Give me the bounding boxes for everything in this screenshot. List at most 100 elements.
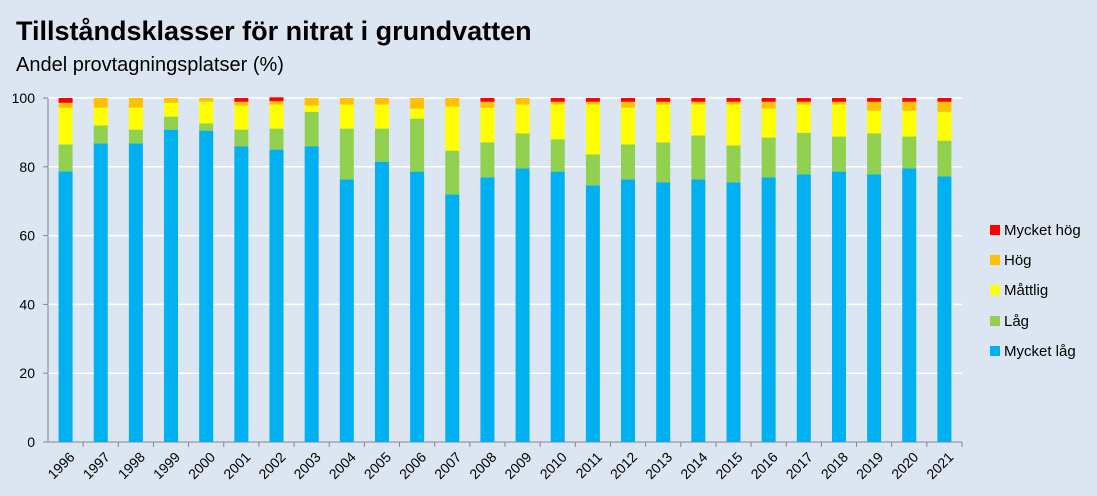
legend-label: Mycket låg	[1004, 343, 1076, 360]
bar-mycket-låg-2016	[761, 177, 776, 443]
bar-hög-2008	[480, 101, 495, 108]
bar-mycket-låg-2019	[867, 174, 882, 443]
x-tick-label: 2016	[747, 449, 780, 482]
bar-hög-2009	[515, 98, 530, 105]
x-tick-label: 1999	[150, 449, 183, 482]
bar-måttlig-2017	[796, 104, 811, 133]
bar-mycket-låg-2007	[445, 194, 460, 442]
bar-låg-2016	[761, 137, 776, 178]
bar-mycket-hög-2021	[937, 98, 952, 102]
chart-title: Tillståndsklasser för nitrat i grundvatt…	[16, 16, 532, 46]
bar-mycket-låg-2011	[585, 185, 600, 442]
bar-låg-2009	[515, 133, 530, 169]
bar-mycket-låg-2014	[691, 179, 706, 442]
bar-låg-1997	[93, 125, 108, 144]
bar-måttlig-2020	[902, 110, 917, 137]
bar-mycket-hög-2011	[585, 98, 600, 102]
legend-swatch	[990, 316, 1000, 326]
bar-hög-2012	[621, 101, 636, 108]
bar-mycket-låg-2000	[199, 130, 214, 442]
x-tick-label: 2013	[642, 449, 675, 482]
x-tick-label: 2017	[783, 449, 816, 482]
bar-låg-2015	[726, 145, 741, 183]
x-tick-label: 2012	[607, 449, 640, 482]
x-tick-label: 2003	[290, 449, 323, 482]
bar-måttlig-2002	[269, 104, 284, 129]
x-tick-label: 2011	[572, 449, 605, 482]
legend-swatch	[990, 346, 1000, 356]
bar-måttlig-2008	[480, 107, 495, 143]
bar-hög-2019	[867, 101, 882, 111]
x-tick-label: 1996	[44, 449, 77, 482]
bar-låg-2002	[269, 128, 284, 150]
bar-låg-2019	[867, 133, 882, 175]
bar-hög-1999	[164, 98, 179, 103]
bar-mycket-låg-2012	[621, 179, 636, 442]
bar-mycket-hög-2012	[621, 98, 636, 102]
bar-mycket-låg-2003	[304, 146, 319, 442]
bar-mycket-hög-2015	[726, 98, 741, 102]
bar-måttlig-2007	[445, 106, 460, 151]
bar-mycket-låg-1998	[128, 143, 143, 442]
bar-mycket-låg-1996	[58, 171, 73, 442]
x-tick-label: 2007	[431, 449, 464, 482]
bar-hög-2016	[761, 101, 776, 109]
x-tick-label: 2018	[818, 449, 851, 482]
bar-hög-2002	[269, 101, 284, 105]
x-tick-label: 2009	[501, 449, 534, 482]
y-tick-label: 20	[19, 365, 35, 381]
x-tick-label: 2014	[677, 449, 710, 482]
bar-hög-2020	[902, 101, 917, 111]
x-tick-label: 1997	[80, 449, 113, 482]
bar-mycket-låg-2002	[269, 149, 284, 442]
bar-hög-2005	[374, 98, 389, 105]
y-tick-label: 100	[12, 90, 36, 106]
bar-måttlig-2005	[374, 104, 389, 129]
legend-swatch	[990, 285, 1000, 295]
bar-måttlig-1998	[128, 107, 143, 130]
y-tick-label: 60	[19, 228, 35, 244]
x-tick-label: 2004	[326, 449, 359, 482]
bar-låg-1999	[164, 116, 179, 130]
x-tick-label: 2019	[853, 449, 886, 482]
bar-låg-2020	[902, 136, 917, 169]
bar-måttlig-2010	[550, 104, 565, 140]
bar-hög-2017	[796, 101, 811, 105]
bar-låg-2006	[410, 118, 425, 172]
bar-mycket-låg-2018	[831, 171, 846, 442]
bar-måttlig-2015	[726, 104, 741, 146]
bar-mycket-hög-2002	[269, 97, 284, 102]
y-tick-label: 40	[19, 296, 35, 312]
bar-låg-2021	[937, 140, 952, 177]
legend-label: Måttlig	[1004, 282, 1048, 299]
bar-mycket-hög-2008	[480, 98, 495, 102]
x-tick-label: 2000	[185, 449, 218, 482]
bar-hög-1998	[128, 98, 143, 108]
bar-hög-2010	[550, 101, 565, 105]
bar-måttlig-2006	[410, 108, 425, 119]
bar-mycket-låg-2015	[726, 182, 741, 442]
bar-mycket-hög-2013	[656, 98, 671, 102]
bar-mycket-hög-2020	[902, 98, 917, 102]
x-tick-label: 2010	[537, 449, 570, 482]
bar-hög-2000	[199, 98, 214, 102]
bar-måttlig-1999	[164, 102, 179, 117]
x-tick-label: 2002	[255, 449, 288, 482]
bar-måttlig-2003	[304, 105, 319, 112]
bar-mycket-hög-2019	[867, 98, 882, 102]
x-tick-label: 2015	[712, 449, 745, 482]
bar-mycket-låg-2009	[515, 168, 530, 442]
bar-mycket-hög-2017	[796, 98, 811, 102]
bar-mycket-låg-2008	[480, 177, 495, 443]
bar-låg-2017	[796, 132, 811, 175]
y-tick-label: 80	[19, 159, 35, 175]
bar-hög-2018	[831, 101, 846, 105]
bar-mycket-låg-2005	[374, 161, 389, 442]
bar-måttlig-1997	[93, 107, 108, 126]
bar-hög-2014	[691, 101, 706, 105]
bar-hög-2013	[656, 101, 671, 105]
bar-hög-2004	[339, 98, 354, 105]
bar-låg-1996	[58, 144, 73, 172]
bar-låg-2012	[621, 144, 636, 180]
